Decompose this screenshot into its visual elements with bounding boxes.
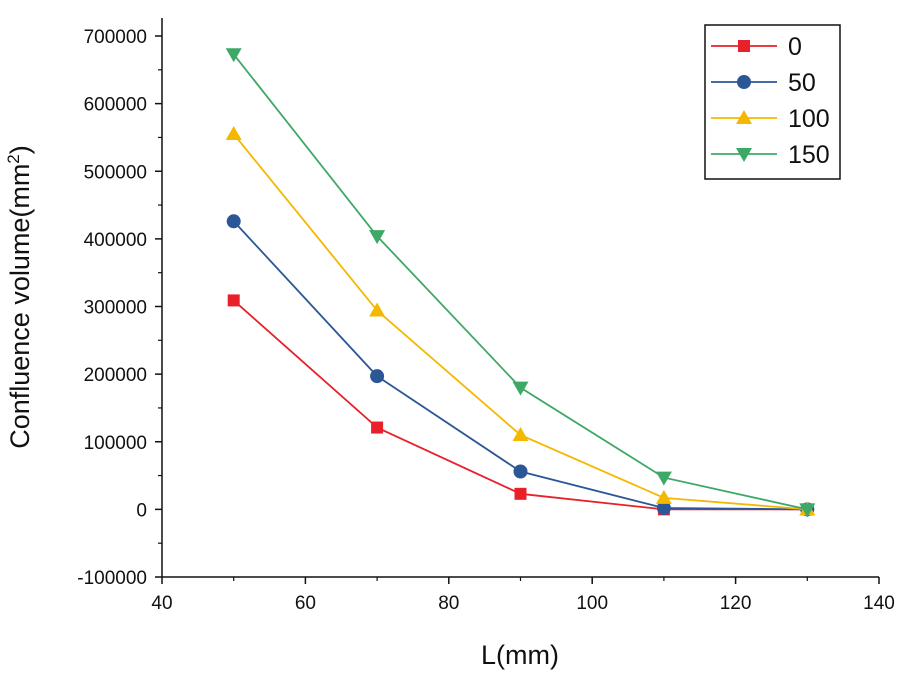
legend-item-150: 150 <box>711 141 830 169</box>
series-50 <box>226 214 815 517</box>
series-line-100 <box>233 133 808 511</box>
data-point-150 <box>225 48 242 63</box>
data-point-50 <box>513 464 528 479</box>
y-axis: -100000 0 100000 200000 300000 400000 500000 60… <box>77 18 163 589</box>
data-point-150 <box>369 230 386 245</box>
legend-marker <box>736 148 752 162</box>
series-100 <box>225 126 816 516</box>
legend-label: 50 <box>788 69 816 97</box>
legend: 0 50 100 150 <box>704 24 841 180</box>
data-point-0 <box>371 421 384 434</box>
x-axis-label: L(mm) <box>481 640 559 670</box>
legend-marker <box>737 75 751 89</box>
data-point-150 <box>799 503 816 518</box>
data-point-50 <box>370 369 385 384</box>
series-layer <box>225 48 816 518</box>
legend-marker <box>738 40 750 52</box>
y-tick-label: 200000 <box>84 365 147 386</box>
data-point-50 <box>226 214 241 229</box>
data-point-100 <box>512 426 529 441</box>
series-0 <box>227 294 814 516</box>
data-point-100 <box>225 126 242 141</box>
y-axis-label-main: Confluence volume(mm <box>5 164 35 449</box>
series-150 <box>225 48 816 518</box>
y-tick-label: 0 <box>136 500 147 521</box>
x-ticks: 40 60 80 100 120 140 <box>151 577 895 614</box>
y-tick-label: 400000 <box>84 230 147 251</box>
data-point-0 <box>514 487 527 500</box>
x-tick-label: 140 <box>863 593 895 614</box>
y-axis-label-superscript: 2 <box>4 154 23 163</box>
x-tick-label: 40 <box>151 593 172 614</box>
x-tick-label: 100 <box>576 593 608 614</box>
data-point-100 <box>655 489 672 504</box>
legend-item-50: 50 <box>711 69 816 97</box>
data-point-0 <box>227 294 240 307</box>
y-tick-label: 700000 <box>84 27 147 48</box>
x-tick-label: 60 <box>295 593 316 614</box>
y-axis-label-suffix: ) <box>5 145 35 154</box>
data-point-100 <box>369 302 386 317</box>
legend-item-100: 100 <box>711 105 830 133</box>
y-ticks: -100000 0 100000 200000 300000 400000 500000 60… <box>77 27 162 589</box>
y-tick-label: 500000 <box>84 162 147 183</box>
data-point-150 <box>655 471 672 486</box>
legend-item-0: 0 <box>711 33 802 61</box>
legend-label: 100 <box>788 105 830 133</box>
y-tick-label: 300000 <box>84 298 147 319</box>
x-axis: 40 60 80 100 120 140 <box>151 576 895 614</box>
y-tick-label: 600000 <box>84 95 147 116</box>
data-point-150 <box>512 381 529 396</box>
legend-label: 0 <box>788 33 802 61</box>
y-tick-label: 100000 <box>84 433 147 454</box>
x-tick-label: 80 <box>438 593 459 614</box>
legend-marker <box>736 110 752 124</box>
y-axis-label: Confluence volume(mm2) <box>4 145 35 449</box>
y-tick-label: -100000 <box>77 568 147 589</box>
data-point-50 <box>656 501 671 516</box>
legend-items: 0 50 100 150 <box>711 33 830 169</box>
legend-label: 150 <box>788 141 830 169</box>
x-tick-label: 120 <box>720 593 752 614</box>
